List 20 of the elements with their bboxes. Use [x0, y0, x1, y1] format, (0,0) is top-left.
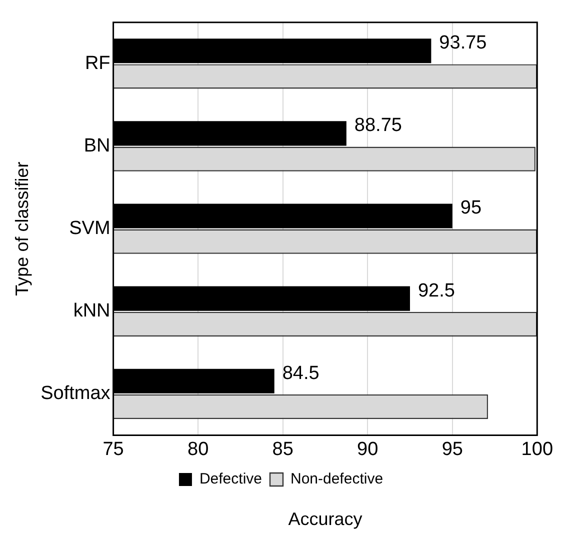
y-axis-title: Type of classifier: [12, 162, 32, 296]
x-tick-label: 80: [187, 438, 209, 460]
x-tick-label: 85: [272, 438, 294, 460]
y-tick-label: RF: [84, 52, 110, 74]
legend-label: Non-defective: [290, 470, 384, 488]
x-tick-label: 90: [357, 438, 378, 460]
y-tick-label: kNN: [73, 300, 110, 322]
data-label: 93.75: [439, 32, 487, 54]
data-label: 88.75: [354, 115, 402, 136]
data-label: 92.5: [418, 280, 455, 302]
y-tick-label: BN: [84, 135, 110, 156]
x-tick-label: 75: [102, 438, 124, 460]
y-tick-label: Softmax: [40, 383, 111, 404]
x-tick-label: 100: [521, 438, 553, 460]
data-label: 84.5: [282, 362, 320, 384]
y-tick-label: SVM: [69, 218, 110, 240]
data-label: 95: [460, 198, 482, 219]
x-tick-label: 95: [442, 438, 463, 460]
legend-label: Defective: [199, 470, 262, 488]
x-axis-title: Accuracy: [288, 508, 362, 529]
